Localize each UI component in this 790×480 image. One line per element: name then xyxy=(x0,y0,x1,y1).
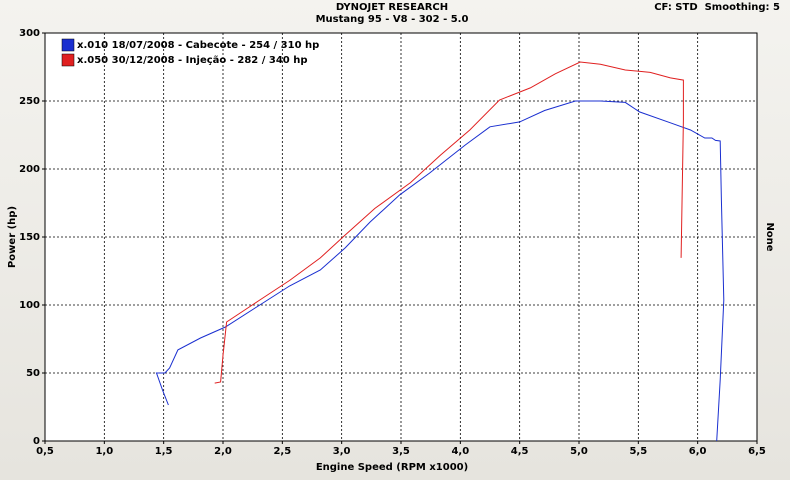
x-tick-label: 0,5 xyxy=(36,446,54,457)
x-tick-label: 2,0 xyxy=(214,446,232,457)
x-tick-label: 4,0 xyxy=(451,446,469,457)
x-tick-label: 6,0 xyxy=(689,446,707,457)
y-tick-label: 50 xyxy=(26,368,40,379)
chart-title: DYNOJET RESEARCH xyxy=(336,2,448,13)
x-tick-label: 6,5 xyxy=(748,446,766,457)
y-axis-label: Power (hp) xyxy=(7,206,18,268)
legend-label: x.010 18/07/2008 - Cabecote - 254 / 310 … xyxy=(77,40,319,51)
legend-swatch xyxy=(61,53,75,67)
x-tick-label: 5,5 xyxy=(629,446,647,457)
y-tick-label: 200 xyxy=(19,164,40,175)
series-line xyxy=(155,100,725,442)
x-tick-label: 3,0 xyxy=(333,446,351,457)
y-tick-label: 0 xyxy=(33,436,40,447)
chart-subtitle: Mustang 95 - V8 - 302 - 5.0 xyxy=(316,14,469,25)
y-tick-label: 100 xyxy=(19,300,40,311)
series-line xyxy=(214,61,684,384)
x-axis-label: Engine Speed (RPM x1000) xyxy=(316,462,468,473)
legend-label: x.050 30/12/2008 - Injeção - 282 / 340 h… xyxy=(77,55,308,66)
x-tick-label: 5,0 xyxy=(570,446,588,457)
x-tick-label: 3,5 xyxy=(392,446,410,457)
legend-swatch xyxy=(61,38,75,52)
y-tick-label: 150 xyxy=(19,232,40,243)
y-tick-label: 300 xyxy=(19,28,40,39)
x-tick-label: 1,0 xyxy=(95,446,113,457)
header-right: CF: STD Smoothing: 5 xyxy=(654,2,780,13)
x-tick-label: 1,5 xyxy=(155,446,173,457)
y-tick-label: 250 xyxy=(19,96,40,107)
x-tick-label: 2,5 xyxy=(273,446,291,457)
x-tick-label: 4,5 xyxy=(511,446,529,457)
right-label: None xyxy=(764,222,775,251)
